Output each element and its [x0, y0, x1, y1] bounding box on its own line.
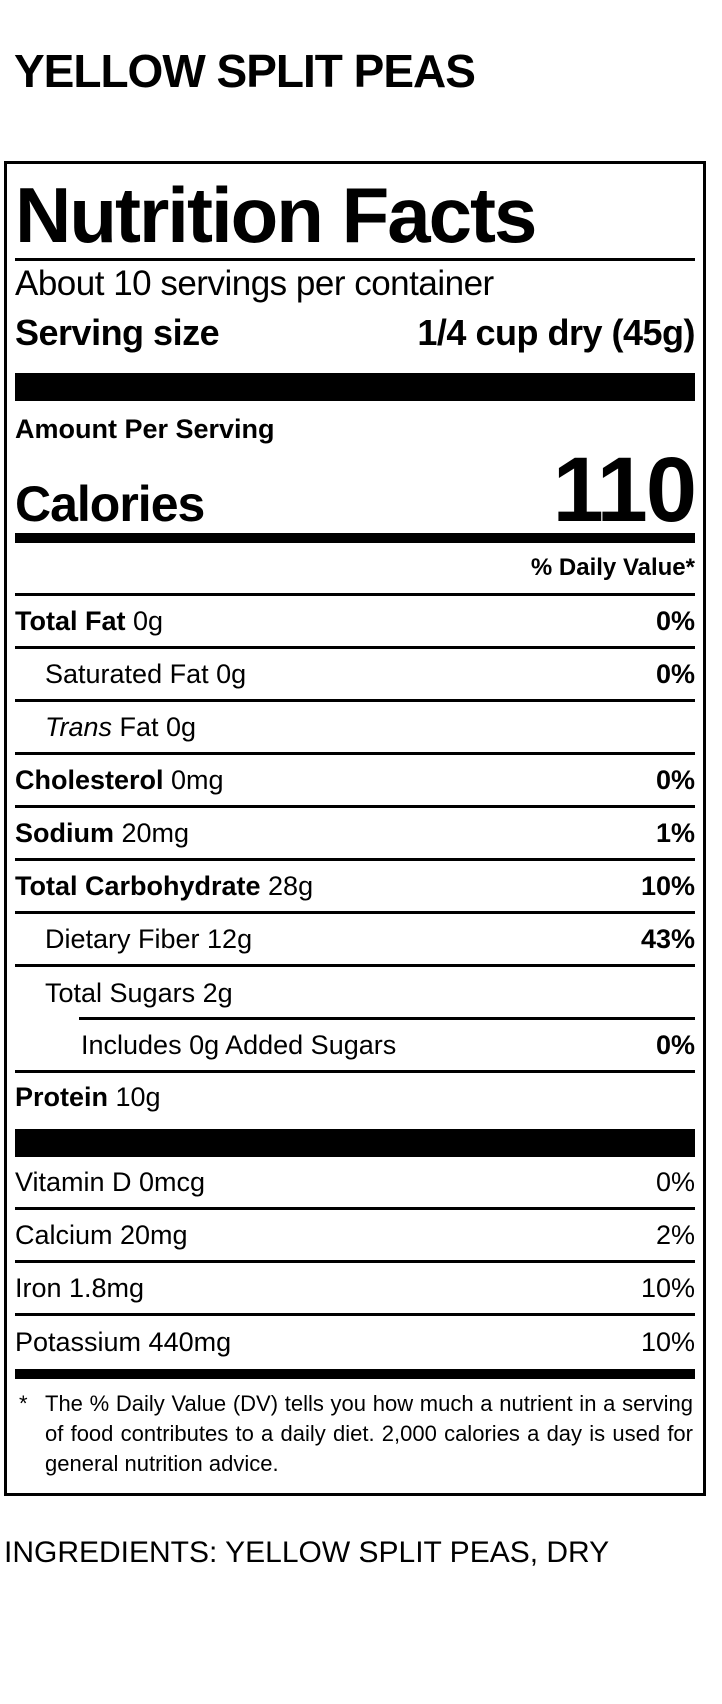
divider-thick-bar	[15, 1128, 695, 1157]
serving-size-label: Serving size	[15, 311, 220, 353]
serving-size-row: Serving size 1/4 cup dry (45g)	[15, 307, 695, 359]
nutrient-dv: 2%	[655, 1219, 695, 1250]
calories-row: Calories 110	[15, 438, 697, 541]
divider-medium-bar	[15, 1368, 695, 1379]
row-cholesterol: Cholesterol 0mg 0%	[15, 755, 695, 808]
footnote-asterisk: *	[19, 1390, 28, 1416]
footnote: * The % Daily Value (DV) tells you how m…	[15, 1379, 695, 1493]
nutrient-name: Dietary Fiber 12g	[45, 923, 253, 954]
nutrient-name: Total Sugars 2g	[45, 978, 233, 1009]
nutrient-name: Vitamin D 0mcg	[15, 1166, 206, 1197]
row-total-carbohydrate: Total Carbohydrate 28g 10%	[15, 861, 695, 914]
ingredients-text: INGREDIENTS: YELLOW SPLIT PEAS, DRY	[4, 1535, 610, 1569]
nutrient-name: Sodium 20mg	[15, 817, 190, 848]
nutrient-name: Potassium 440mg	[15, 1327, 232, 1358]
nutrient-dv: 0%	[655, 1166, 695, 1197]
row-added-sugars: Includes 0g Added Sugars 0%	[15, 1020, 695, 1073]
nutrient-name: Trans Fat 0g	[45, 711, 197, 742]
nutrient-name: Calcium 20mg	[15, 1219, 188, 1250]
row-trans-fat: Trans Fat 0g	[15, 702, 695, 755]
nutrient-name: Cholesterol 0mg	[15, 764, 224, 795]
calories-label: Calories	[15, 475, 205, 532]
calories-value: 110	[552, 438, 697, 541]
nutrient-name: Protein 10g	[15, 1081, 161, 1112]
row-dietary-fiber: Dietary Fiber 12g 43%	[15, 914, 695, 967]
row-calcium: Calcium 20mg 2%	[15, 1210, 695, 1263]
nutrient-dv: 1%	[655, 817, 695, 848]
row-potassium: Potassium 440mg 10%	[15, 1316, 695, 1369]
nutrient-dv: 0%	[655, 605, 695, 636]
product-title: YELLOW SPLIT PEAS	[14, 45, 476, 97]
nutrient-dv: 0%	[655, 764, 695, 795]
amount-per-serving-label: Amount Per Serving	[15, 413, 275, 444]
nutrient-name: Iron 1.8mg	[15, 1272, 145, 1303]
nutrient-name: Saturated Fat 0g	[45, 658, 247, 689]
row-total-fat: Total Fat 0g 0%	[15, 596, 695, 649]
servings-per-container: About 10 servings per container	[15, 263, 494, 303]
nutrient-name: Includes 0g Added Sugars	[81, 1029, 397, 1060]
daily-value-header: % Daily Value*	[15, 543, 695, 596]
row-vitamin-d: Vitamin D 0mcg 0%	[15, 1157, 695, 1210]
nutrient-dv: 10%	[640, 870, 695, 901]
row-total-sugars: Total Sugars 2g	[15, 967, 695, 1020]
nutrient-name: Total Carbohydrate 28g	[15, 870, 314, 901]
nutrient-dv: 43%	[640, 923, 695, 954]
nutrient-name: Total Fat 0g	[15, 605, 164, 636]
row-sodium: Sodium 20mg 1%	[15, 808, 695, 861]
divider-thick-bar	[15, 372, 695, 401]
nutrient-dv: 10%	[640, 1327, 695, 1358]
divider-rule	[15, 257, 695, 261]
nutrient-dv: 0%	[655, 1029, 695, 1060]
divider-medium-bar	[15, 532, 695, 543]
row-iron: Iron 1.8mg 10%	[15, 1263, 695, 1316]
nutrient-dv: 10%	[640, 1272, 695, 1303]
nutrition-facts-panel: Nutrition Facts About 10 servings per co…	[4, 160, 706, 1496]
nutrition-facts-heading: Nutrition Facts	[15, 170, 537, 259]
footnote-text: The % Daily Value (DV) tells you how muc…	[45, 1390, 693, 1476]
row-protein: Protein 10g	[15, 1073, 695, 1121]
nutrient-dv: 0%	[655, 658, 695, 689]
row-saturated-fat: Saturated Fat 0g 0%	[15, 649, 695, 702]
serving-size-value: 1/4 cup dry (45g)	[417, 311, 695, 353]
